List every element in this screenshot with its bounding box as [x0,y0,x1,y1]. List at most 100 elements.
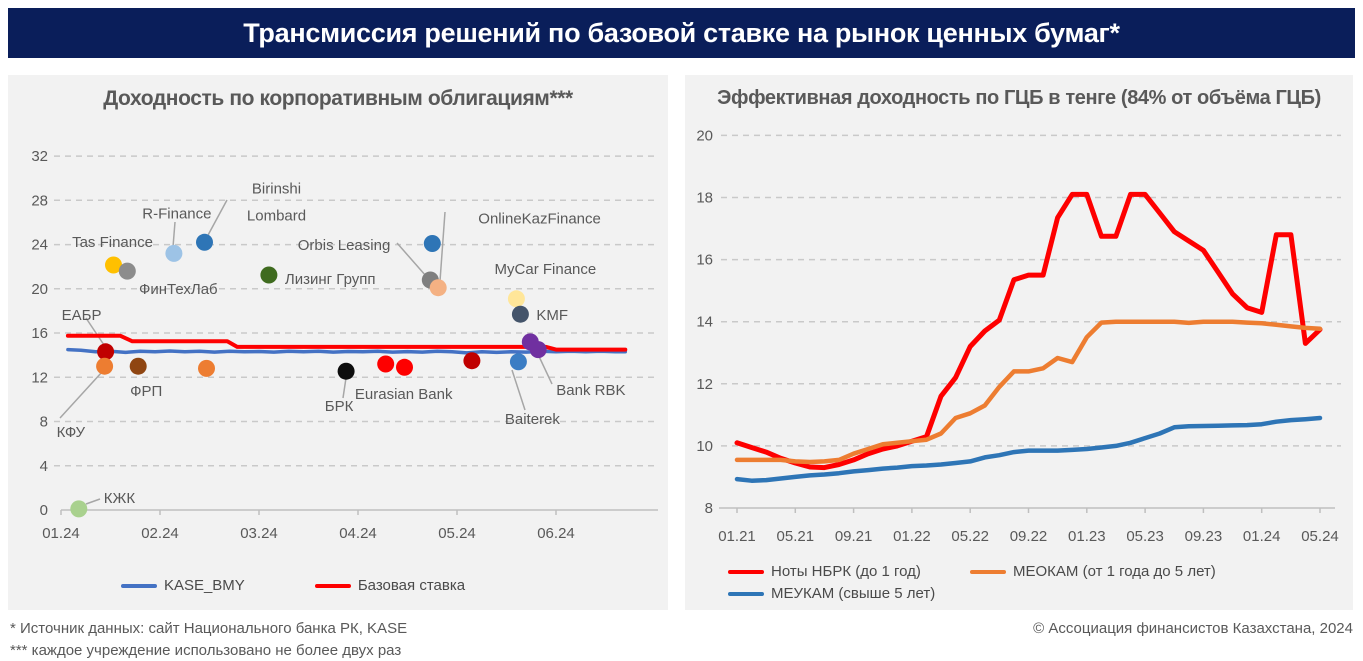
x-tick-label: 01.24 [1243,528,1281,545]
point-label: Tas Finance [72,234,153,251]
footnotes-left: * Источник данных: сайт Национального ба… [10,618,407,661]
point-unlabeled [463,352,481,370]
point-БРК [337,362,355,380]
x-tick-label: 04.24 [339,525,377,542]
main-title: Трансмиссия решений по базовой ставке на… [243,17,1120,48]
y-tick-label: 12 [31,369,48,386]
point-Orbis Leasing [429,279,447,297]
y-tick-label: 32 [31,148,48,165]
leader-line [59,371,103,419]
x-tick-label: 09.22 [1010,528,1048,545]
y-tick-label: 10 [696,438,713,455]
leader-line [206,199,228,238]
x-tick-label: 09.23 [1185,528,1223,545]
x-tick-label: 06.24 [537,525,575,542]
series-МЕОКАМ (от 1 года до 5 лет) [734,319,1323,465]
leader-line [85,498,101,505]
leader-line [85,317,105,346]
base-rate-line-swatch [314,583,351,588]
point-label: КФУ [57,424,86,441]
legend-item-nbrk-notes: Ноты НБРК (до 1 год) [728,563,970,580]
y-tick-label: 16 [31,325,48,342]
x-tick-label: 05.21 [777,528,815,545]
point-Eurasian Bank [377,355,395,373]
x-tick-label: 01.21 [718,528,756,545]
point-R-Finance [165,244,183,262]
point-КЖК [70,500,88,518]
nbrk-notes-line-swatch [728,569,764,574]
x-tick-label: 01.23 [1068,528,1106,545]
corporate-bonds-title: Доходность по корпоративным облигациям**… [103,87,573,110]
point-label: ФРП [130,383,162,400]
credit-note: © Ассоциация финансистов Казахстана, 202… [1033,620,1353,637]
corporate-bonds-panel: Доходность по корпоративным облигациям**… [8,75,668,610]
point-label: ЕАБР [62,307,102,324]
point-label: КЖК [104,490,136,507]
point-Baiterek [509,353,527,371]
x-tick-label: 05.24 [438,525,476,542]
nbrk-notes-label: Ноты НБРК (до 1 год) [771,563,921,580]
point-ЕАБР [97,343,115,361]
leader-line [172,221,176,248]
point-ФинТехЛаб [118,262,136,280]
point-KMF [511,305,529,323]
y-tick-label: 0 [40,502,48,519]
usage-note: *** каждое учреждение использовано не бо… [10,642,402,659]
point-Eurasian Bank [396,358,413,376]
point-label: Eurasian Bank [355,386,453,403]
y-tick-label: 18 [696,190,713,207]
y-tick-label: 20 [696,127,713,144]
corporate-bonds-chart: 0 4 8 12 16 20 24 28 32 01.24 02.24 03.24 04.24 05.24… [31,148,658,542]
x-tick-label: 05.23 [1126,528,1164,545]
point-unlabeled [198,359,215,377]
leader-line [439,211,446,282]
point-label: Baiterek [505,411,561,428]
point-Лизинг Групп [260,266,278,284]
government-securities-title: Эффективная доходность по ГЦБ в тенге (8… [717,87,1321,109]
header-bar: Трансмиссия решений по базовой ставке на… [8,8,1355,58]
point-MyCar Finance [507,290,525,308]
x-tick-label: 01.22 [893,528,931,545]
y-tick-label: 14 [696,314,713,331]
government-securities-chart: 8 10 12 14 16 18 20 01.21 05.21 09.21 01.22 05.22 09… [696,127,1341,545]
meokam-line-swatch [970,569,1006,574]
y-tick-label: 8 [705,500,713,517]
y-tick-label: 8 [40,414,48,431]
y-tick-label: 4 [40,458,48,475]
x-tick-label: 05.24 [1301,528,1339,545]
point-label: ФинТехЛаб [139,281,218,298]
legend-item-meukam: МЕУКАМ (свыше 5 лет) [728,585,970,602]
y-tick-label: 12 [696,376,713,393]
point-Bank RBK [529,341,547,359]
base-rate-label: Базовая ставка [357,577,466,594]
point-label: OnlineKazFinance [478,211,601,228]
series-МЕУКАМ (свыше 5 лет) [734,415,1323,483]
y-tick-label: 24 [31,237,48,254]
point-КФУ [96,357,114,375]
government-securities-panel: Эффективная доходность по ГЦБ в тенге (8… [685,75,1353,610]
point-label: Lombard [247,207,306,224]
y-tick-label: 28 [31,192,48,209]
point-label: БРК [325,398,354,415]
point-label: MyCar Finance [495,261,597,278]
source-note: * Источник данных: сайт Национального ба… [10,620,408,637]
point-ФРП [129,357,147,375]
x-tick-label: 09.21 [835,528,873,545]
point-label: KMF [536,307,568,324]
series-Ноты НБРК (до 1 год) [734,191,1323,471]
point-label: Bank RBK [556,382,625,399]
x-tick-label: 02.24 [141,525,179,542]
corporate-bonds-legend: KASE_BMY Базовая ставка [0,577,623,594]
point-label: Birinshi [252,180,301,197]
series-Базовая ставка [65,333,628,352]
y-tick-label: 20 [31,281,48,298]
government-securities-legend: Ноты НБРК (до 1 год) МЕОКАМ (от 1 года д… [728,563,1216,602]
point-label: Orbis Leasing [298,237,391,254]
footnotes: * Источник данных: сайт Национального ба… [0,610,1363,661]
meokam-label: МЕОКАМ (от 1 года до 5 лет) [1013,563,1216,580]
meukam-line-swatch [728,591,764,596]
x-tick-label: 05.22 [951,528,989,545]
charts-row: Доходность по корпоративным облигациям**… [0,75,1363,610]
point-Birinshi Lombard [196,233,213,251]
